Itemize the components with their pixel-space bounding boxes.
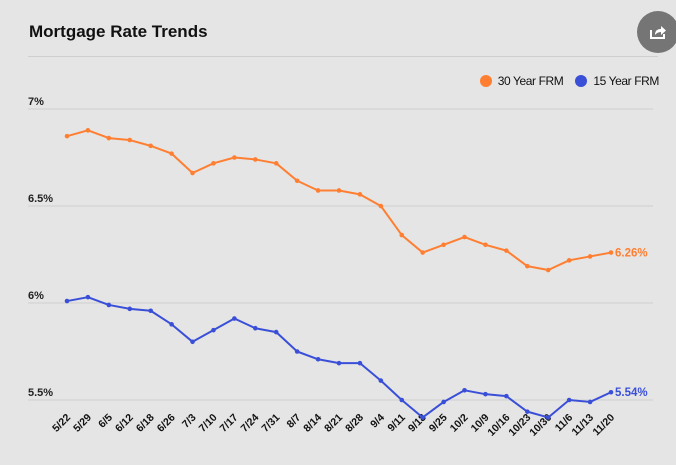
x-tick-label: 8/21: [322, 412, 345, 435]
data-point: [64, 298, 70, 304]
data-point: [462, 388, 467, 393]
data-point: [483, 242, 488, 248]
data-point: [525, 263, 530, 269]
data-point: [315, 356, 321, 362]
x-tick-label: 7/17: [218, 412, 241, 435]
y-tick-label: 7%: [28, 96, 44, 108]
data-point: [169, 151, 174, 156]
x-tick-label: 10/23: [506, 412, 533, 439]
y-tick-label: 6.5%: [28, 193, 53, 205]
data-point: [545, 415, 551, 420]
data-point: [399, 232, 405, 238]
data-point: [273, 161, 279, 166]
x-tick-label: 5/22: [50, 412, 73, 435]
end-value-label: 6.26%: [615, 248, 648, 260]
data-point: [232, 316, 237, 321]
data-point: [525, 409, 530, 414]
x-tick-label: 8/7: [284, 412, 303, 431]
x-tick-label: 9/11: [385, 412, 408, 435]
data-point: [441, 399, 446, 405]
x-tick-label: 5/29: [71, 412, 94, 435]
data-point: [64, 133, 70, 139]
data-point: [504, 248, 509, 253]
data-point: [232, 155, 237, 160]
series-line-15-year: [66, 296, 612, 419]
data-point: [545, 267, 551, 273]
x-tick-label: 6/12: [113, 412, 136, 435]
x-tick-label: 6/18: [134, 412, 157, 435]
legend-dot-15-year: [575, 75, 588, 87]
series-line-30-year: [66, 129, 612, 272]
data-point: [315, 188, 321, 193]
data-point: [148, 143, 153, 149]
share-icon: [650, 26, 666, 39]
data-point: [566, 397, 572, 403]
data-point: [462, 234, 467, 240]
data-point: [85, 294, 91, 300]
data-point: [106, 302, 112, 308]
data-point: [357, 360, 363, 366]
data-point: [608, 389, 614, 395]
x-tick-label: 9/4: [368, 412, 387, 431]
data-point: [378, 203, 384, 209]
x-tick-label: 10/2: [448, 412, 471, 435]
data-point: [587, 399, 593, 405]
data-point: [441, 242, 446, 248]
data-point: [420, 415, 425, 420]
x-tick-label: 7/10: [197, 412, 220, 435]
x-tick-label: 7/3: [180, 412, 199, 431]
legend-item-30-year[interactable]: 30 Year FRM: [479, 74, 564, 88]
legend-label: 15 Year FRM: [593, 74, 659, 88]
data-point: [211, 327, 216, 333]
x-tick-label: 6/5: [96, 412, 115, 431]
data-point: [608, 250, 614, 255]
data-point: [399, 397, 405, 403]
x-tick-label: 7/31: [259, 412, 282, 435]
data-point: [190, 170, 195, 176]
x-tick-label: 8/28: [343, 412, 366, 435]
x-tick-label: 9/25: [427, 412, 450, 435]
data-point: [378, 378, 384, 383]
data-point: [273, 329, 279, 335]
y-tick-label: 5.5%: [28, 387, 53, 399]
data-point: [357, 192, 363, 197]
data-point: [483, 391, 488, 397]
data-point: [190, 339, 195, 345]
share-button[interactable]: [637, 11, 676, 53]
x-tick-label: 8/14: [301, 412, 324, 435]
data-point: [420, 250, 425, 255]
legend-dot-30-year: [479, 75, 492, 87]
data-point: [85, 128, 91, 133]
data-point: [169, 322, 174, 327]
legend-item-15-year[interactable]: 15 Year FRM: [575, 74, 659, 88]
y-tick-label: 6%: [28, 290, 44, 302]
title-divider: [28, 56, 658, 57]
data-point: [336, 360, 342, 366]
x-tick-label: 7/24: [238, 412, 261, 435]
legend-label: 30 Year FRM: [497, 74, 564, 88]
data-point: [587, 254, 593, 259]
data-point: [294, 349, 300, 354]
x-tick-label: 11/13: [570, 412, 597, 439]
data-point: [253, 325, 258, 331]
data-point: [106, 135, 112, 141]
data-point: [294, 178, 300, 184]
data-point: [211, 161, 216, 166]
x-tick-label: 11/20: [590, 412, 617, 439]
chart-title: Mortgage Rate Trends: [29, 22, 208, 41]
data-point: [148, 308, 153, 314]
x-tick-label: 10/16: [485, 412, 512, 439]
data-point: [336, 188, 342, 193]
end-value-label: 5.54%: [615, 387, 648, 399]
data-point: [566, 258, 572, 263]
data-point: [504, 393, 509, 399]
legend: 30 Year FRM 15 Year FRM: [468, 74, 659, 88]
data-point: [127, 137, 133, 143]
data-point: [127, 306, 133, 312]
x-tick-label: 6/26: [155, 412, 178, 435]
data-point: [253, 157, 258, 162]
